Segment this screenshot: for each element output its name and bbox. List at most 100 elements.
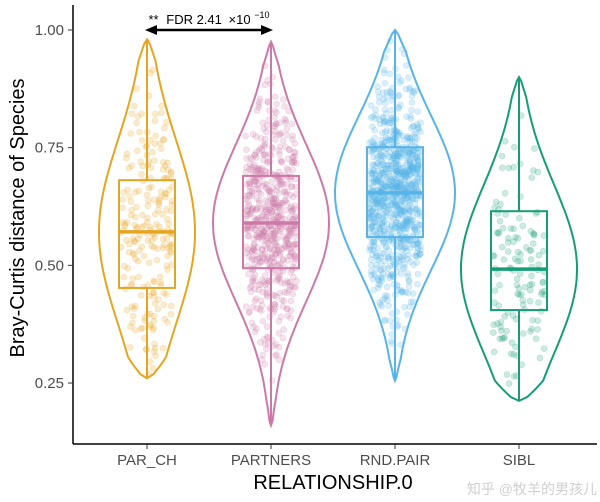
data-point xyxy=(151,140,158,147)
data-point xyxy=(376,224,383,232)
data-point xyxy=(383,150,391,158)
data-point xyxy=(264,210,271,217)
data-point xyxy=(160,158,167,166)
data-point xyxy=(536,354,544,362)
data-point xyxy=(415,125,422,133)
data-point xyxy=(271,136,279,143)
data-point xyxy=(272,194,279,202)
data-point xyxy=(394,167,401,175)
data-point xyxy=(248,254,256,262)
data-point xyxy=(159,235,167,243)
data-point xyxy=(400,222,407,229)
data-point xyxy=(401,199,408,207)
data-point xyxy=(275,168,283,176)
data-point xyxy=(268,178,276,185)
data-point xyxy=(539,279,547,286)
data-point xyxy=(244,203,252,211)
data-point xyxy=(395,91,403,99)
data-point xyxy=(389,194,397,202)
data-point xyxy=(409,195,417,202)
data-point xyxy=(370,270,378,277)
data-point xyxy=(381,171,388,179)
data-point xyxy=(291,214,299,221)
data-point xyxy=(396,207,403,214)
data-point xyxy=(272,352,279,360)
data-point xyxy=(265,206,273,213)
data-point xyxy=(393,169,401,177)
data-point xyxy=(401,168,409,175)
data-point xyxy=(272,212,280,220)
data-point xyxy=(527,228,535,235)
data-point xyxy=(387,175,394,183)
data-point xyxy=(373,197,381,205)
data-point xyxy=(252,226,259,234)
data-point xyxy=(399,220,407,228)
data-point xyxy=(385,169,392,177)
data-point xyxy=(155,296,162,303)
data-point xyxy=(258,225,266,233)
data-point xyxy=(260,142,267,149)
data-point xyxy=(263,181,270,188)
data-point xyxy=(371,272,379,279)
data-point xyxy=(248,187,256,195)
data-point xyxy=(279,233,287,240)
data-point xyxy=(156,140,164,147)
data-point xyxy=(415,156,422,164)
data-point xyxy=(287,183,295,190)
data-point xyxy=(370,239,378,247)
data-point xyxy=(258,301,266,309)
data-point xyxy=(379,89,387,96)
data-point xyxy=(256,259,264,266)
data-point xyxy=(414,124,422,132)
data-point xyxy=(250,274,257,282)
data-point xyxy=(163,206,170,213)
data-point xyxy=(149,148,156,156)
data-point xyxy=(393,167,401,175)
data-point xyxy=(148,242,155,250)
data-point xyxy=(381,295,389,302)
data-point xyxy=(263,257,271,265)
data-point xyxy=(404,133,411,140)
data-point xyxy=(403,225,411,232)
data-point xyxy=(151,344,159,352)
data-point xyxy=(527,328,534,335)
data-point xyxy=(406,160,414,168)
data-point xyxy=(124,265,132,272)
data-point xyxy=(248,248,255,255)
data-point xyxy=(382,165,390,173)
data-point xyxy=(262,213,270,221)
data-point xyxy=(127,323,134,330)
data-point xyxy=(400,225,407,233)
data-point xyxy=(272,303,279,310)
data-point xyxy=(274,213,282,221)
data-point xyxy=(272,341,280,348)
data-point xyxy=(156,194,164,202)
data-point xyxy=(273,293,281,300)
data-point xyxy=(405,210,413,218)
data-point xyxy=(390,160,398,167)
data-point xyxy=(153,256,161,264)
data-point xyxy=(514,290,522,298)
data-point xyxy=(131,221,138,229)
data-point xyxy=(379,169,387,177)
data-point xyxy=(395,152,403,160)
data-point xyxy=(369,183,377,190)
data-point xyxy=(260,151,268,158)
data-point xyxy=(375,281,382,289)
data-point xyxy=(397,182,404,189)
data-point xyxy=(262,206,270,214)
data-point xyxy=(258,276,266,284)
data-point xyxy=(391,175,399,183)
data-point xyxy=(393,152,401,160)
data-point xyxy=(386,70,393,78)
data-point xyxy=(374,200,382,208)
data-point xyxy=(380,265,388,272)
data-point xyxy=(284,312,292,320)
data-point xyxy=(371,169,379,176)
data-point xyxy=(412,170,420,178)
data-point xyxy=(377,301,384,309)
data-point xyxy=(392,161,400,168)
data-point xyxy=(399,265,407,273)
data-point xyxy=(250,181,258,188)
data-point xyxy=(379,219,386,227)
